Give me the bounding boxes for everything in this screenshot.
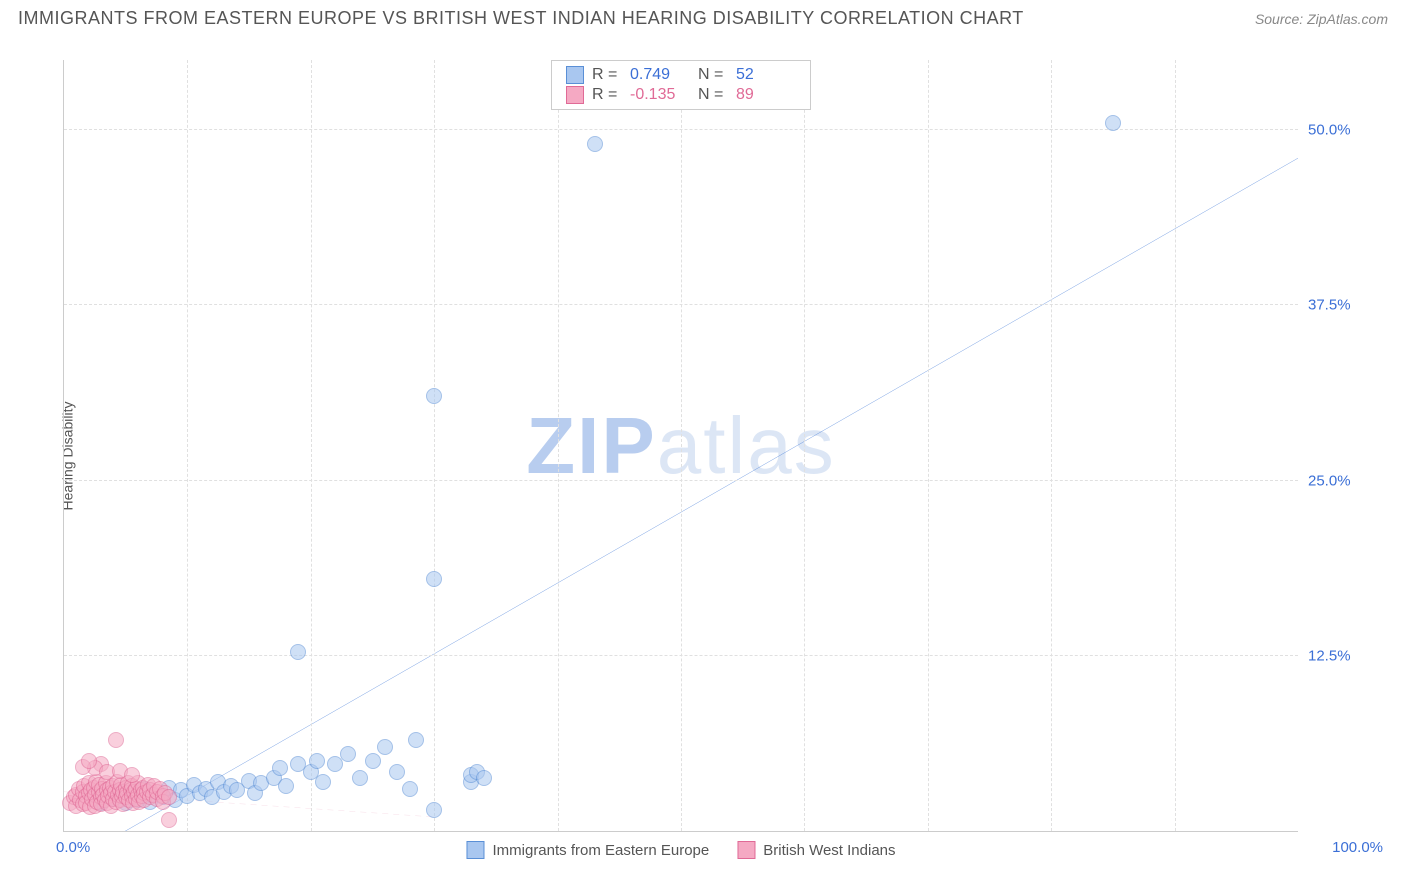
gridline-v (311, 60, 312, 831)
source-attribution: Source: ZipAtlas.com (1255, 11, 1388, 27)
data-point (161, 812, 177, 828)
chart-title: IMMIGRANTS FROM EASTERN EUROPE VS BRITIS… (18, 8, 1024, 29)
legend-swatch (566, 86, 584, 104)
legend-N-label: N = (698, 66, 728, 84)
legend-R-value: -0.135 (630, 86, 690, 104)
gridline-v (928, 60, 929, 831)
data-point (315, 774, 331, 790)
data-point (352, 770, 368, 786)
legend-swatch (566, 66, 584, 84)
legend-R-value: 0.749 (630, 66, 690, 84)
data-point (377, 739, 393, 755)
legend-R-label: R = (592, 86, 622, 104)
y-tick-label: 12.5% (1308, 647, 1373, 664)
data-point (290, 644, 306, 660)
gridline-v (681, 60, 682, 831)
gridline-v (804, 60, 805, 831)
data-point (402, 781, 418, 797)
data-point (278, 778, 294, 794)
y-tick-label: 37.5% (1308, 297, 1373, 314)
data-point (161, 789, 177, 805)
legend-N-value: 52 (736, 66, 796, 84)
legend-N-label: N = (698, 86, 728, 104)
legend-label: Immigrants from Eastern Europe (492, 842, 709, 859)
data-point (365, 753, 381, 769)
data-point (108, 732, 124, 748)
data-point (476, 770, 492, 786)
legend-N-value: 89 (736, 86, 796, 104)
legend-item: British West Indians (737, 841, 895, 859)
legend-swatch (737, 841, 755, 859)
gridline-v (434, 60, 435, 831)
trend-line (101, 158, 1298, 831)
data-point (426, 802, 442, 818)
y-tick-label: 25.0% (1308, 472, 1373, 489)
x-end-label: 100.0% (1332, 839, 1383, 856)
data-point (389, 764, 405, 780)
y-tick-label: 50.0% (1308, 122, 1373, 139)
legend-stat-row: R = -0.135 N = 89 (566, 85, 796, 105)
data-point (124, 767, 140, 783)
legend-swatch (466, 841, 484, 859)
legend-R-label: R = (592, 66, 622, 84)
gridline-v (1051, 60, 1052, 831)
legend-stat-row: R = 0.749 N = 52 (566, 65, 796, 85)
plot-area: ZIPatlas R =0.749N =52R =-0.135N =89 0.0… (63, 60, 1298, 832)
legend-item: Immigrants from Eastern Europe (466, 841, 709, 859)
gridline-v (558, 60, 559, 831)
legend-label: British West Indians (763, 842, 895, 859)
data-point (309, 753, 325, 769)
data-point (81, 753, 97, 769)
data-point (408, 732, 424, 748)
data-point (426, 571, 442, 587)
data-point (272, 760, 288, 776)
chart-container: Hearing Disability ZIPatlas R =0.749N =5… (18, 40, 1388, 872)
gridline-v (187, 60, 188, 831)
data-point (1105, 115, 1121, 131)
series-legend: Immigrants from Eastern Europe British We… (466, 841, 895, 859)
gridline-v (1175, 60, 1176, 831)
x-origin-label: 0.0% (56, 839, 90, 856)
data-point (340, 746, 356, 762)
data-point (426, 388, 442, 404)
data-point (587, 136, 603, 152)
correlation-legend: R = 0.749 N = 52 R = -0.135 N = 89 (551, 60, 811, 110)
